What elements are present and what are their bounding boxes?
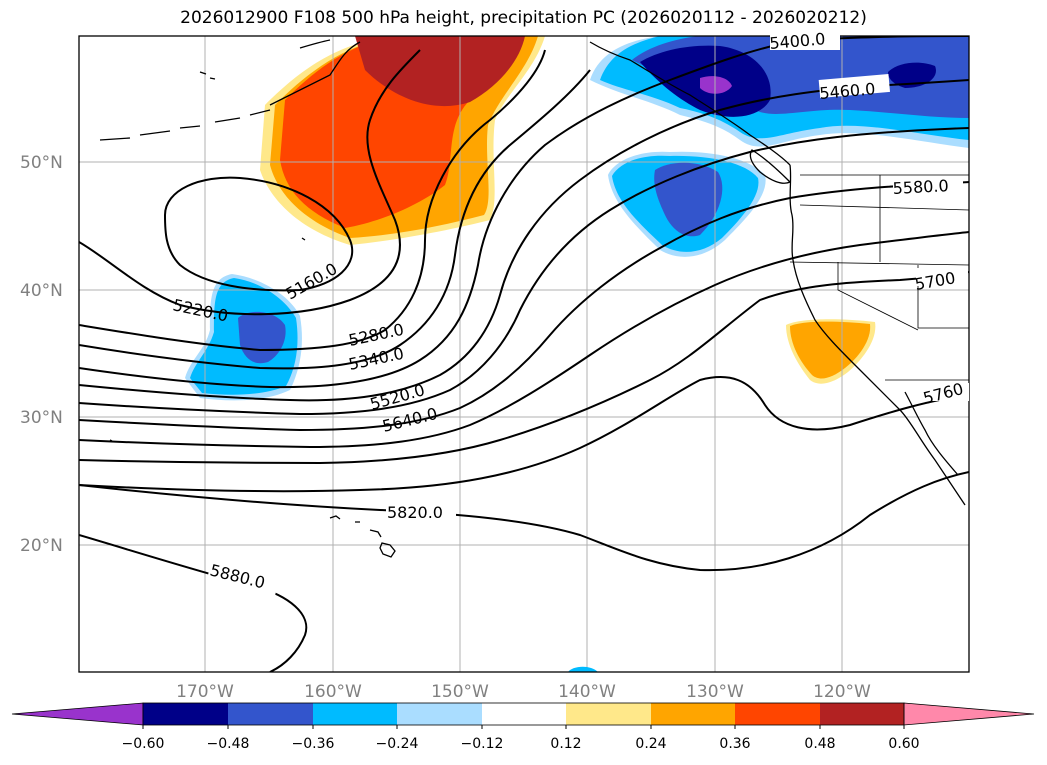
contour-label-5460: 5460.0 — [819, 79, 876, 103]
lat-label-30: 30°N — [20, 408, 63, 428]
coastlines — [99, 39, 966, 558]
colorbar-segment — [651, 703, 735, 725]
positive-anomaly-ca-orange — [790, 321, 871, 379]
lon-label-170w: 170°W — [176, 682, 234, 702]
lon-label-130w: 130°W — [686, 682, 744, 702]
lat-label-20: 20°N — [20, 536, 63, 556]
contour-label-5400: 5400.0 — [769, 29, 826, 53]
lon-label-120w: 120°W — [813, 682, 871, 702]
colorbar-segment — [143, 703, 228, 725]
colorbar-tick-label: 0.60 — [888, 736, 919, 752]
colorbar-tick-label: 0.48 — [804, 736, 835, 752]
hawaii — [329, 515, 396, 558]
aleutians — [99, 109, 271, 141]
lon-label-140w: 140°W — [558, 682, 616, 702]
contour-labels: 5400.0 5460.0 5580.0 5700 5760 5160.0 52… — [171, 29, 969, 597]
contour-5580 — [79, 181, 969, 432]
colorbar-tick-label: −0.24 — [376, 736, 419, 752]
latitude-labels: 50°N 40°N 30°N 20°N — [20, 153, 63, 556]
gridlines — [79, 36, 969, 672]
map-area — [79, 36, 969, 672]
islands-small — [109, 71, 306, 442]
positive-anomaly-darkred — [355, 36, 525, 107]
contour-label-5820: 5820.0 — [387, 503, 443, 522]
negative-anomaly-bottom — [568, 666, 598, 672]
colorbar-extend-high — [903, 702, 1035, 726]
contour-5160-closed — [163, 176, 353, 292]
colorbar-tick-label: 0.24 — [635, 736, 666, 752]
lat-label-50: 50°N — [20, 153, 63, 173]
negative-anomaly-purple — [700, 76, 732, 94]
contour-5760 — [79, 376, 969, 493]
lat-label-40: 40°N — [20, 281, 63, 301]
west-coast — [789, 164, 966, 506]
colorbar-tick-label: −0.36 — [292, 736, 335, 752]
contour-5820 — [79, 471, 969, 572]
contour-5520 — [79, 127, 969, 416]
colorbar-extend-low — [11, 702, 144, 726]
contour-5340 — [79, 69, 591, 370]
alaska-coast — [269, 39, 791, 166]
contour-label-5580: 5580.0 — [892, 176, 949, 198]
colorbar-segment — [566, 703, 651, 725]
map-frame — [78, 35, 970, 673]
baja-coast — [904, 391, 959, 476]
colorbar: −0.60 −0.48 −0.36 −0.24 −0.12 0.12 0.24 … — [11, 702, 1035, 752]
vancouver-island — [749, 149, 792, 184]
colorbar-segment — [228, 703, 313, 725]
lon-label-150w: 150°W — [431, 682, 489, 702]
colorbar-tick-label: −0.12 — [461, 736, 504, 752]
negative-anomaly-navy-2 — [888, 62, 936, 88]
contour-5220 — [79, 49, 421, 316]
contour-5280 — [79, 49, 546, 352]
colorbar-segment — [482, 703, 566, 725]
colorbar-segment — [397, 703, 482, 725]
longitude-labels: 170°W 160°W 150°W 140°W 130°W 120°W — [176, 682, 871, 702]
colorbar-tick-label: 0.12 — [550, 736, 581, 752]
contour-5700 — [79, 271, 969, 465]
colorbar-tick-label: 0.36 — [719, 736, 750, 752]
map-title: 2026012900 F108 500 hPa height, precipit… — [180, 8, 867, 28]
lon-label-160w: 160°W — [304, 682, 362, 702]
contour-5640 — [79, 231, 969, 449]
colorbar-tick-label: −0.60 — [122, 736, 165, 752]
colorbar-segment — [735, 703, 820, 725]
precip-shading — [185, 36, 969, 401]
colorbar-segment — [820, 703, 904, 725]
colorbar-tick-label: −0.48 — [207, 736, 250, 752]
colorbar-segment — [313, 703, 397, 725]
state-borders — [789, 174, 969, 381]
negative-anomaly-offshore-blue — [654, 162, 723, 237]
